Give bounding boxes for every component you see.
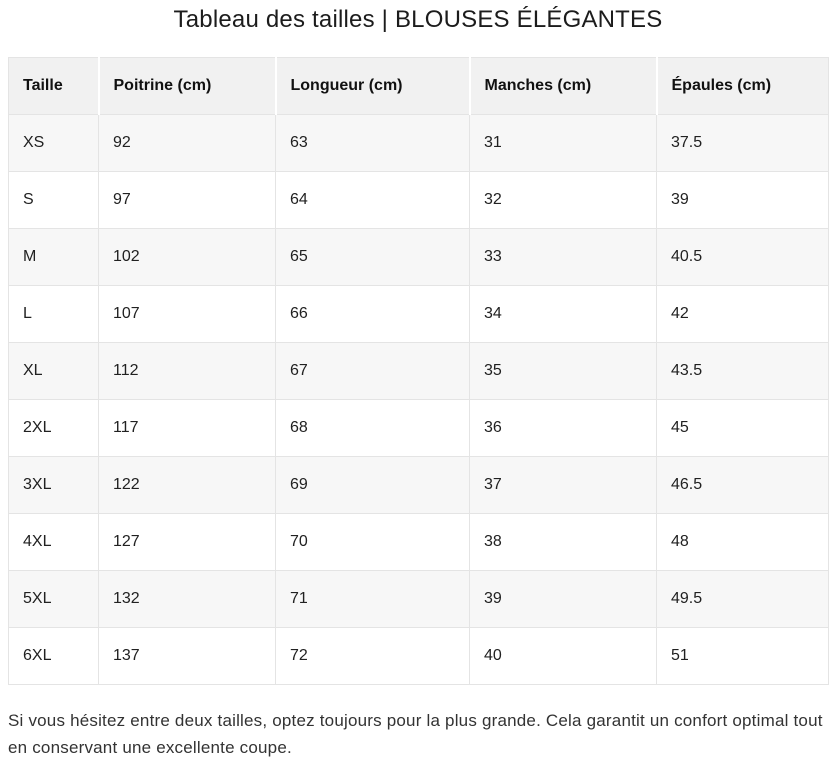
measurement-cell: 42 [656,285,829,343]
measurement-cell: 112 [98,342,276,400]
table-row: 4XL 127 70 38 48 [8,513,829,571]
measurement-cell: 122 [98,456,276,514]
size-label-cell: 5XL [8,570,99,628]
table-row: XL 112 67 35 43.5 [8,342,829,400]
size-label-cell: 4XL [8,513,99,571]
measurement-cell: 48 [656,513,829,571]
size-label-cell: L [8,285,99,343]
measurement-cell: 68 [275,399,470,457]
measurement-cell: 71 [275,570,470,628]
table-header-row: Taille Poitrine (cm) Longueur (cm) Manch… [8,57,829,115]
table-row: 5XL 132 71 39 49.5 [8,570,829,628]
size-label-cell: S [8,171,99,229]
measurement-cell: 37.5 [656,114,829,172]
size-label-cell: M [8,228,99,286]
table-row: M 102 65 33 40.5 [8,228,829,286]
measurement-cell: 40.5 [656,228,829,286]
measurement-cell: 69 [275,456,470,514]
size-label-cell: 3XL [8,456,99,514]
measurement-cell: 39 [656,171,829,229]
table-row: L 107 66 34 42 [8,285,829,343]
measurement-cell: 37 [469,456,657,514]
column-header-poitrine: Poitrine (cm) [97,57,276,115]
measurement-cell: 65 [275,228,470,286]
table-row: S 97 64 32 39 [8,171,829,229]
measurement-cell: 67 [275,342,470,400]
table-row: 6XL 137 72 40 51 [8,627,829,685]
measurement-cell: 35 [469,342,657,400]
page-title: Tableau des tailles | BLOUSES ÉLÉGANTES [173,6,663,33]
measurement-cell: 107 [98,285,276,343]
measurement-cell: 36 [469,399,657,457]
measurement-cell: 137 [98,627,276,685]
measurement-cell: 40 [469,627,657,685]
column-header-taille: Taille [8,57,99,115]
measurement-cell: 132 [98,570,276,628]
table-row: 2XL 117 68 36 45 [8,399,829,457]
column-header-epaules: Épaules (cm) [655,57,829,115]
size-chart-table: Taille Poitrine (cm) Longueur (cm) Manch… [8,57,829,685]
measurement-cell: 92 [98,114,276,172]
measurement-cell: 97 [98,171,276,229]
size-label-cell: 2XL [8,399,99,457]
measurement-cell: 102 [98,228,276,286]
measurement-cell: 32 [469,171,657,229]
column-header-longueur: Longueur (cm) [274,57,470,115]
sizing-note: Si vous hésitez entre deux tailles, opte… [8,711,823,757]
size-label-cell: 6XL [8,627,99,685]
table-body: XS 92 63 31 37.5 S 97 64 32 39 M 102 65 33 40.5 L 107 66 3… [8,114,829,685]
measurement-cell: 64 [275,171,470,229]
size-label-cell: XS [8,114,99,172]
measurement-cell: 46.5 [656,456,829,514]
measurement-cell: 45 [656,399,829,457]
measurement-cell: 38 [469,513,657,571]
measurement-cell: 66 [275,285,470,343]
measurement-cell: 39 [469,570,657,628]
table-row: XS 92 63 31 37.5 [8,114,829,172]
measurement-cell: 49.5 [656,570,829,628]
column-header-manches: Manches (cm) [468,57,657,115]
measurement-cell: 72 [275,627,470,685]
measurement-cell: 33 [469,228,657,286]
measurement-cell: 117 [98,399,276,457]
measurement-cell: 51 [656,627,829,685]
table-row: 3XL 122 69 37 46.5 [8,456,829,514]
size-label-cell: XL [8,342,99,400]
measurement-cell: 31 [469,114,657,172]
measurement-cell: 34 [469,285,657,343]
measurement-cell: 43.5 [656,342,829,400]
measurement-cell: 127 [98,513,276,571]
measurement-cell: 70 [275,513,470,571]
measurement-cell: 63 [275,114,470,172]
